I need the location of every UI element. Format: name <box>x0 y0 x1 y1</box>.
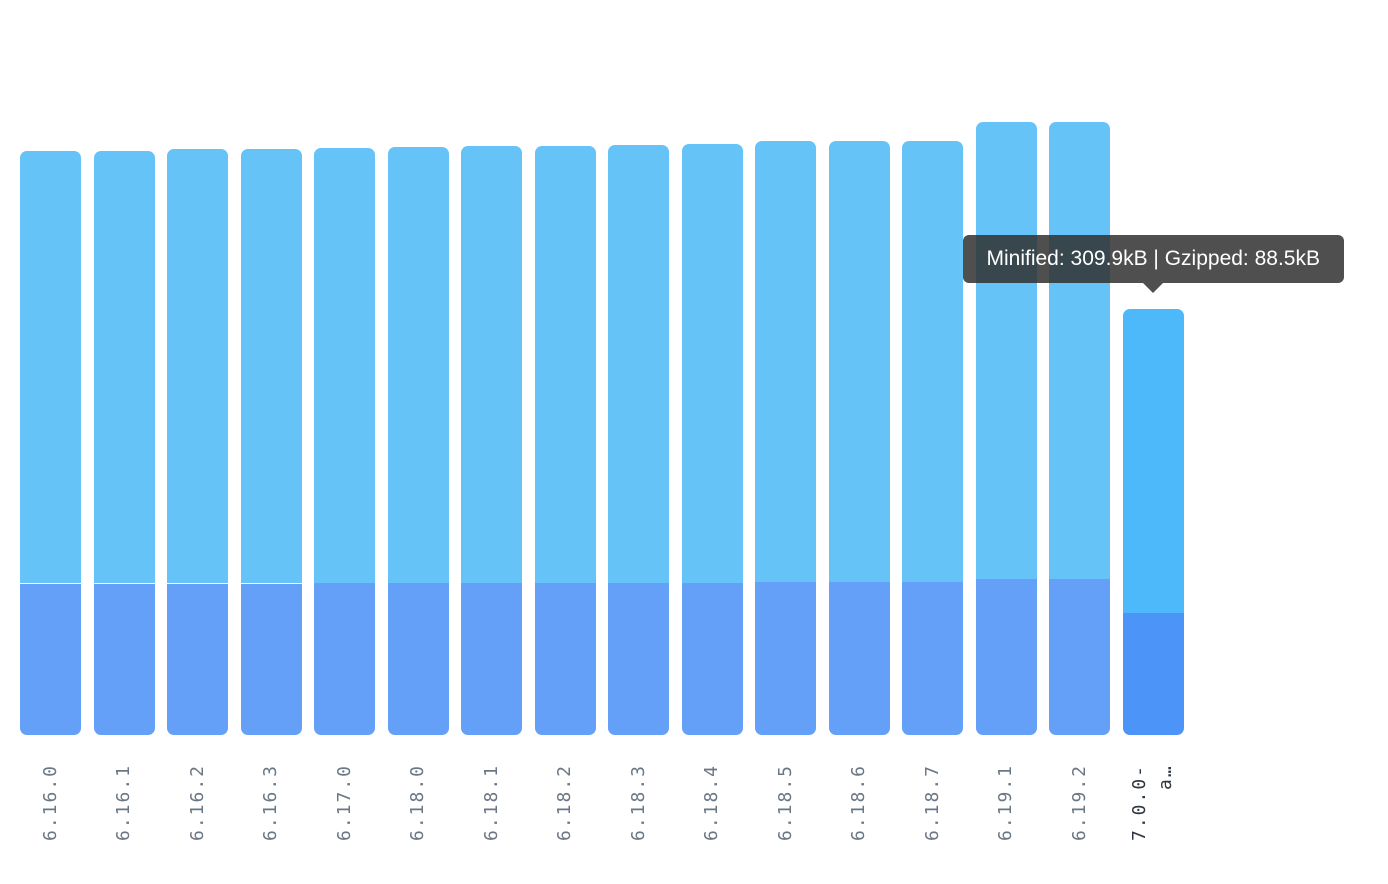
bar-gzipped-segment <box>93 583 155 735</box>
bar-minified-segment <box>314 148 375 583</box>
bar-minified-segment <box>975 122 1037 579</box>
bar-gzipped-segment <box>20 583 81 735</box>
x-tick-label: 6.18.2 <box>554 764 575 842</box>
x-tick-label: 6.18.5 <box>774 764 796 842</box>
x-tick-label: 6.18.1 <box>480 764 502 842</box>
x-tick-label: 6.16.2 <box>186 764 208 842</box>
bar-gzipped-segment <box>608 582 669 735</box>
bar-6.18.2[interactable] <box>534 145 596 735</box>
bar-gzipped-segment <box>240 583 302 735</box>
x-tick-label: 6.18.7 <box>921 764 943 842</box>
x-tick-label: 6.19.1 <box>995 764 1016 842</box>
x-tick-label: 6.19.2 <box>1068 764 1090 842</box>
x-tick-label: 6.16.0 <box>39 764 61 842</box>
bar-gzipped-segment <box>975 578 1037 735</box>
bar-7.0.0-a…[interactable] <box>1122 308 1184 735</box>
x-tick-label: 6.18.3 <box>627 764 649 842</box>
bar-minified-segment <box>461 145 522 583</box>
x-tick-label: 6.17.0 <box>333 764 355 842</box>
bar-gzipped-segment <box>1049 578 1110 735</box>
bar-6.18.7[interactable] <box>902 140 963 735</box>
bar-gzipped-segment <box>828 581 890 735</box>
bar-6.18.4[interactable] <box>681 144 743 735</box>
bar-gzipped-segment <box>461 582 522 735</box>
x-tick-label: 7.0.0-a… <box>1129 764 1176 842</box>
bar-gzipped-segment <box>387 582 449 735</box>
bar-minified-segment <box>167 148 228 584</box>
bar-gzipped-segment <box>902 581 963 735</box>
bar-minified-segment <box>755 140 816 582</box>
bar-6.16.1[interactable] <box>93 151 155 735</box>
bar-minified-segment <box>681 144 743 583</box>
x-tick-label: 6.16.1 <box>113 764 134 842</box>
bar-gzipped-segment <box>167 583 228 735</box>
bar-minified-segment <box>93 151 155 584</box>
bar-6.16.2[interactable] <box>167 148 228 735</box>
x-tick-label: 6.16.3 <box>260 764 281 842</box>
bar-tooltip: Minified: 309.9kB | Gzipped: 88.5kB <box>962 234 1344 293</box>
bar-minified-segment <box>902 140 963 582</box>
bar-minified-segment <box>534 145 596 583</box>
bar-6.18.3[interactable] <box>608 144 669 735</box>
bar-6.19.1[interactable] <box>975 122 1037 735</box>
bar-6.19.2[interactable] <box>1049 122 1110 735</box>
bar-gzipped-segment <box>534 582 596 735</box>
bar-minified-segment <box>387 147 449 583</box>
bar-6.17.0[interactable] <box>314 148 375 735</box>
bar-gzipped-segment <box>314 582 375 735</box>
bar-gzipped-segment <box>681 582 743 735</box>
bar-6.18.0[interactable] <box>387 147 449 735</box>
bar-minified-segment <box>20 151 81 584</box>
bar-minified-segment <box>1049 122 1110 579</box>
bar-gzipped-segment <box>1122 613 1184 735</box>
x-tick-label: 6.18.4 <box>701 764 722 842</box>
x-tick-label: 6.18.0 <box>407 764 428 842</box>
bar-gzipped-segment <box>755 581 816 735</box>
bar-minified-segment <box>1122 308 1184 614</box>
bar-6.18.6[interactable] <box>828 140 890 735</box>
bar-minified-segment <box>240 148 302 584</box>
bar-6.16.0[interactable] <box>20 151 81 735</box>
bar-6.18.1[interactable] <box>461 145 522 735</box>
bar-6.16.3[interactable] <box>240 148 302 735</box>
bar-minified-segment <box>608 144 669 583</box>
bar-minified-segment <box>828 140 890 582</box>
x-tick-label: 6.18.6 <box>848 764 869 842</box>
bar-6.18.5[interactable] <box>755 140 816 735</box>
